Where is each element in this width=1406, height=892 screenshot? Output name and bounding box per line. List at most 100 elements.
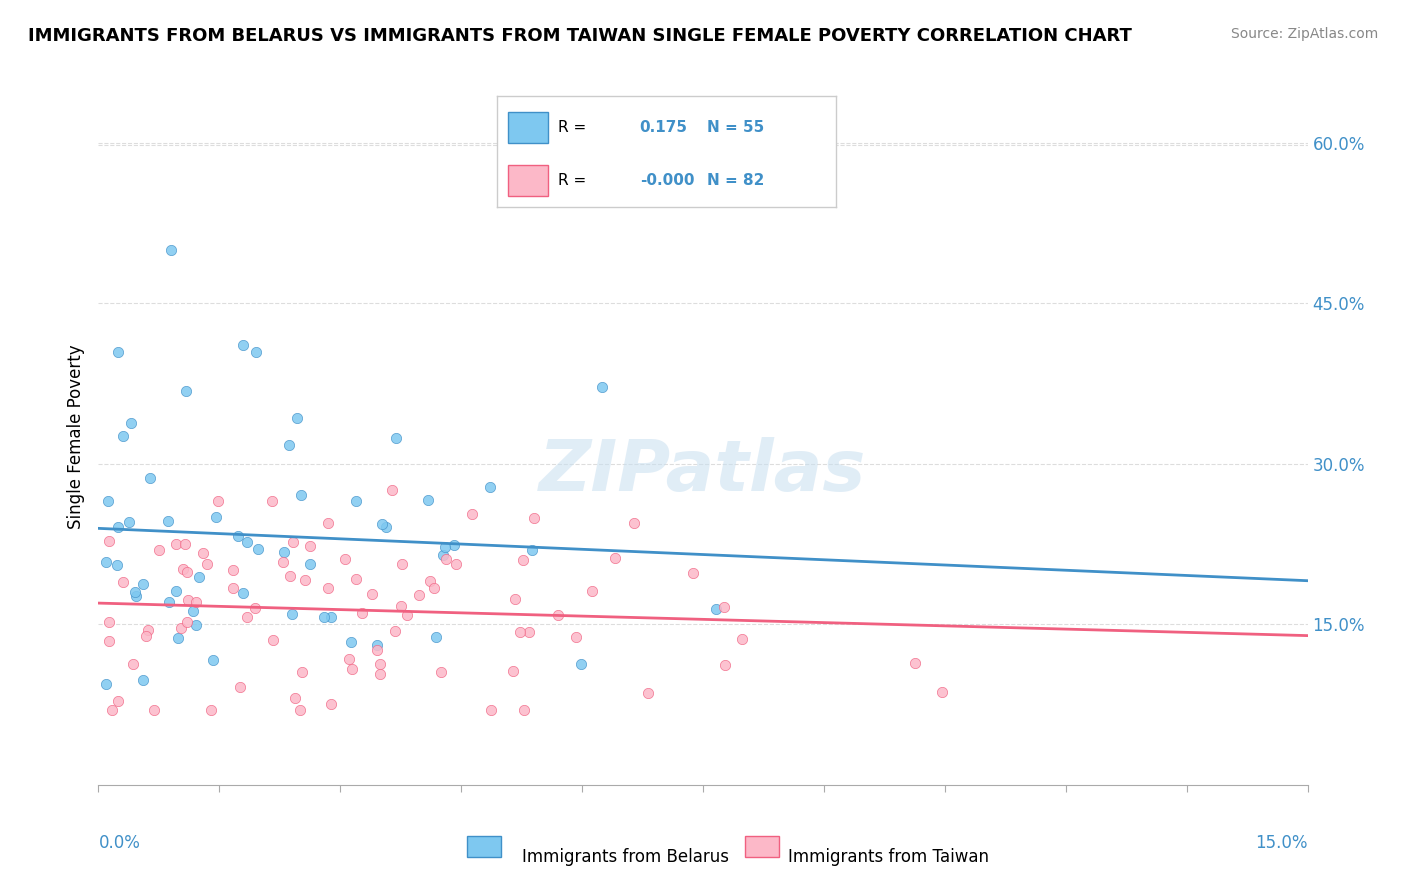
- Immigrants from Belarus: [281, 607, 304, 621]
- Immigrants from Taiwan: [381, 483, 404, 497]
- Immigrants from Belarus: [184, 618, 207, 632]
- Immigrants from Taiwan: [461, 507, 484, 521]
- Immigrants from Taiwan: [176, 615, 198, 629]
- Immigrants from Taiwan: [148, 543, 170, 558]
- Immigrants from Taiwan: [170, 621, 193, 635]
- Immigrants from Belarus: [187, 570, 209, 584]
- Immigrants from Taiwan: [419, 574, 441, 589]
- Immigrants from Taiwan: [260, 494, 283, 508]
- Immigrants from Taiwan: [360, 586, 382, 600]
- Immigrants from Taiwan: [368, 657, 391, 672]
- Immigrants from Belarus: [273, 545, 295, 559]
- Immigrants from Taiwan: [193, 546, 215, 560]
- Immigrants from Belarus: [107, 520, 129, 534]
- Immigrants from Belarus: [181, 604, 204, 618]
- Immigrants from Belarus: [111, 429, 134, 443]
- Immigrants from Taiwan: [97, 615, 120, 630]
- Text: 0.0%: 0.0%: [98, 834, 141, 852]
- Immigrants from Taiwan: [288, 703, 311, 717]
- Immigrants from Taiwan: [318, 516, 340, 531]
- Immigrants from Taiwan: [273, 555, 295, 569]
- Immigrants from Taiwan: [221, 563, 243, 577]
- Immigrants from Belarus: [479, 480, 502, 494]
- Immigrants from Belarus: [132, 673, 155, 688]
- Immigrants from Taiwan: [903, 656, 925, 670]
- Immigrants from Belarus: [118, 515, 141, 529]
- Immigrants from Taiwan: [281, 535, 304, 549]
- Immigrants from Belarus: [138, 471, 160, 485]
- Immigrants from Taiwan: [389, 599, 412, 613]
- Immigrants from Taiwan: [502, 664, 524, 678]
- Immigrants from Taiwan: [565, 630, 588, 644]
- Immigrants from Taiwan: [366, 643, 388, 657]
- Immigrants from Taiwan: [333, 552, 356, 566]
- Immigrants from Taiwan: [200, 703, 222, 717]
- Immigrants from Taiwan: [284, 690, 307, 705]
- Immigrants from Taiwan: [503, 591, 526, 606]
- Immigrants from Belarus: [704, 601, 727, 615]
- Immigrants from Belarus: [120, 416, 142, 430]
- Immigrants from Belarus: [344, 493, 367, 508]
- Immigrants from Belarus: [432, 548, 454, 562]
- Immigrants from Belarus: [416, 492, 439, 507]
- Immigrants from Taiwan: [340, 662, 363, 676]
- Immigrants from Taiwan: [547, 607, 569, 622]
- Immigrants from Belarus: [232, 338, 254, 352]
- Immigrants from Taiwan: [519, 625, 541, 640]
- Immigrants from Taiwan: [321, 698, 343, 712]
- Immigrants from Taiwan: [291, 665, 314, 680]
- Immigrants from Belarus: [157, 595, 180, 609]
- Immigrants from Taiwan: [165, 537, 187, 551]
- Immigrants from Taiwan: [368, 667, 391, 681]
- Text: Immigrants from Belarus: Immigrants from Belarus: [522, 847, 728, 865]
- Immigrants from Belarus: [232, 586, 254, 600]
- Immigrants from Taiwan: [637, 686, 659, 700]
- Immigrants from Belarus: [278, 438, 301, 452]
- Immigrants from Taiwan: [581, 584, 603, 599]
- Immigrants from Taiwan: [731, 632, 754, 646]
- Immigrants from Taiwan: [479, 703, 502, 717]
- Immigrants from Taiwan: [444, 557, 467, 571]
- Immigrants from Belarus: [375, 520, 398, 534]
- Immigrants from Belarus: [165, 583, 187, 598]
- Immigrants from Taiwan: [512, 553, 534, 567]
- Immigrants from Taiwan: [235, 610, 257, 624]
- Immigrants from Belarus: [569, 657, 592, 671]
- Immigrants from Taiwan: [509, 625, 531, 640]
- Immigrants from Belarus: [202, 653, 225, 667]
- Immigrants from Taiwan: [298, 539, 321, 553]
- Immigrants from Taiwan: [513, 703, 536, 717]
- Immigrants from Taiwan: [173, 537, 195, 551]
- Immigrants from Taiwan: [714, 658, 737, 673]
- Immigrants from Taiwan: [122, 657, 145, 671]
- Immigrants from Belarus: [434, 540, 457, 554]
- Immigrants from Belarus: [96, 555, 118, 569]
- Immigrants from Belarus: [96, 677, 118, 691]
- Immigrants from Taiwan: [143, 703, 166, 717]
- Text: IMMIGRANTS FROM BELARUS VS IMMIGRANTS FROM TAIWAN SINGLE FEMALE POVERTY CORRELAT: IMMIGRANTS FROM BELARUS VS IMMIGRANTS FR…: [28, 27, 1132, 45]
- Text: Immigrants from Taiwan: Immigrants from Taiwan: [787, 847, 988, 865]
- Immigrants from Taiwan: [408, 589, 430, 603]
- Immigrants from Taiwan: [112, 574, 135, 589]
- FancyBboxPatch shape: [745, 837, 779, 857]
- Y-axis label: Single Female Poverty: Single Female Poverty: [66, 345, 84, 529]
- Immigrants from Belarus: [591, 380, 613, 394]
- Immigrants from Belarus: [522, 542, 544, 557]
- Immigrants from Taiwan: [603, 550, 626, 565]
- Immigrants from Taiwan: [135, 629, 157, 643]
- Immigrants from Taiwan: [195, 557, 218, 571]
- Immigrants from Taiwan: [352, 606, 374, 620]
- Immigrants from Belarus: [97, 494, 120, 508]
- Immigrants from Taiwan: [278, 568, 301, 582]
- Text: 15.0%: 15.0%: [1256, 834, 1308, 852]
- Immigrants from Taiwan: [423, 581, 446, 595]
- Immigrants from Belarus: [290, 488, 312, 502]
- Immigrants from Taiwan: [434, 551, 457, 566]
- Immigrants from Belarus: [236, 535, 259, 549]
- Immigrants from Belarus: [105, 558, 128, 573]
- Immigrants from Taiwan: [395, 607, 418, 622]
- Immigrants from Taiwan: [522, 511, 544, 525]
- Immigrants from Belarus: [321, 610, 343, 624]
- Immigrants from Belarus: [443, 538, 465, 552]
- Text: ZIPatlas: ZIPatlas: [540, 437, 866, 507]
